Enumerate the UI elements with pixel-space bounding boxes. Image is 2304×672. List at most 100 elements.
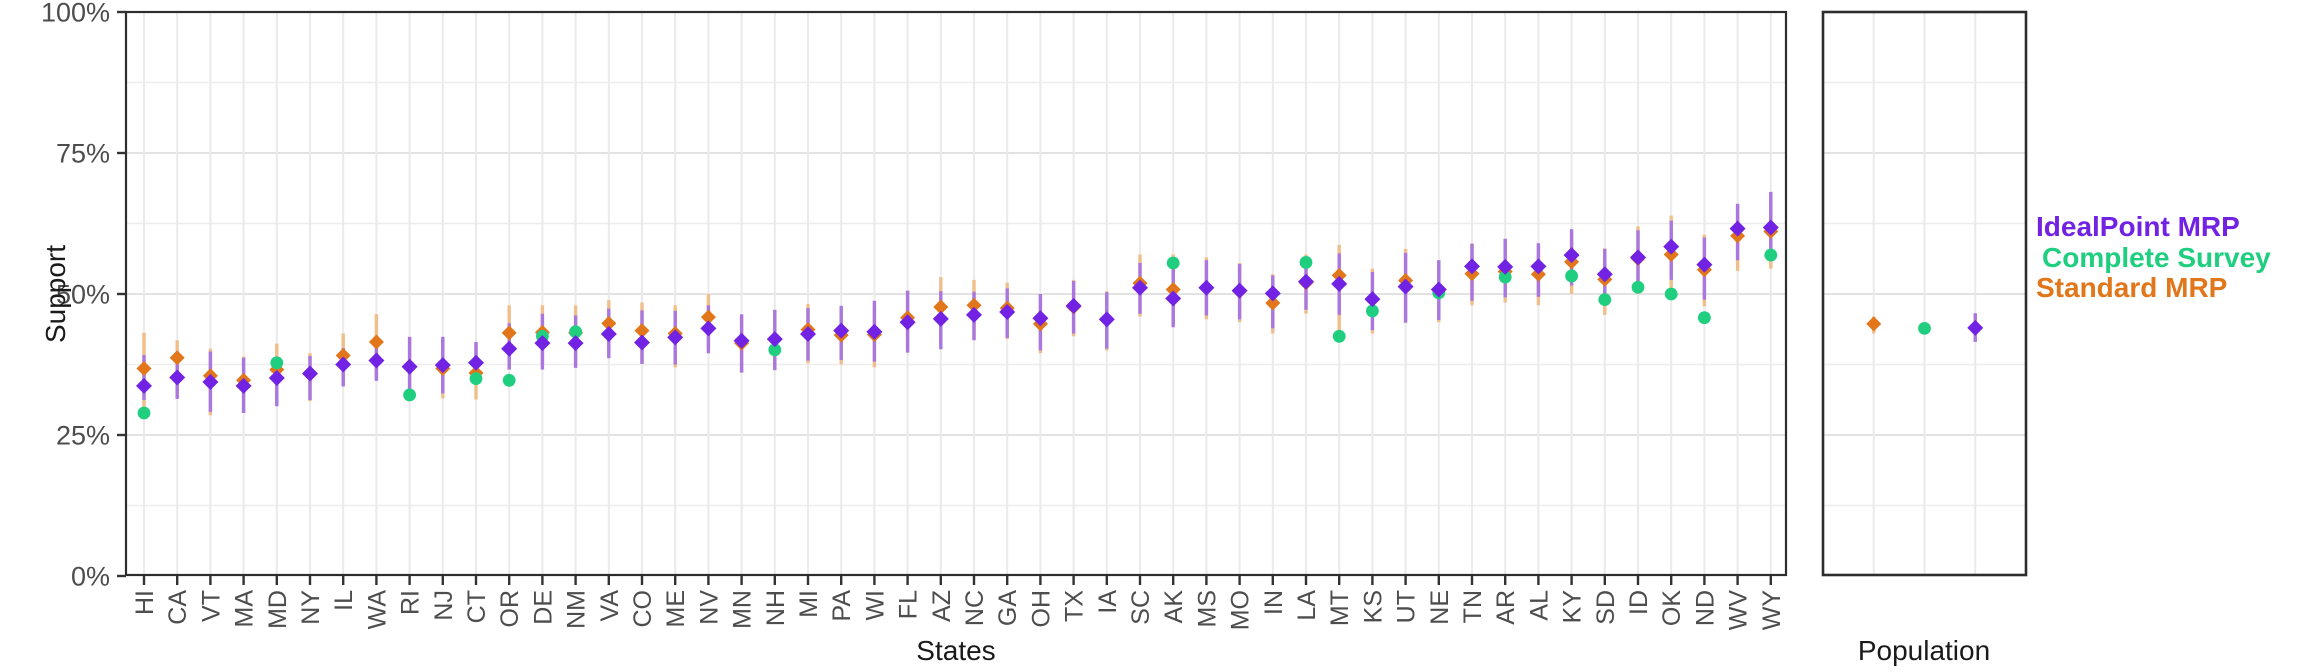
point-complete-ID — [1631, 280, 1645, 294]
x-tick-label-KS: KS — [1359, 590, 1387, 623]
x-tick-label-UT: UT — [1393, 590, 1421, 623]
population-axis-title: Population — [1857, 635, 1991, 666]
x-tick-label-IL: IL — [330, 590, 358, 611]
point-idealpoint-MA — [235, 377, 252, 394]
point-complete-population — [1918, 322, 1931, 335]
point-standard-AK — [1165, 281, 1181, 297]
point-idealpoint-MS — [1198, 279, 1215, 296]
point-idealpoint-WV — [1729, 220, 1746, 237]
point-idealpoint-OK — [1663, 238, 1680, 255]
point-idealpoint-UT — [1397, 278, 1414, 295]
point-standard-NV — [700, 309, 716, 325]
point-standard-MT — [1331, 267, 1347, 283]
point-idealpoint-NV — [700, 320, 717, 337]
point-standard-VA — [601, 315, 617, 331]
point-complete-KS — [1366, 304, 1379, 318]
x-tick-label-FL: FL — [895, 590, 923, 619]
x-tick-label-RI: RI — [397, 590, 425, 615]
point-idealpoint-LA — [1298, 273, 1314, 290]
point-idealpoint-RI — [401, 358, 418, 375]
point-standard-OR — [501, 325, 517, 341]
x-tick-label-NJ: NJ — [430, 590, 458, 621]
x-tick-label-AL: AL — [1525, 590, 1553, 621]
x-tick-label-WA: WA — [363, 590, 391, 630]
point-idealpoint-NC — [966, 306, 982, 323]
x-tick-label-CA: CA — [164, 590, 192, 625]
point-complete-SD — [1598, 293, 1612, 307]
point-idealpoint-PA — [833, 322, 850, 339]
point-complete-AR — [1498, 270, 1512, 284]
point-idealpoint-MI — [800, 326, 816, 343]
x-tick-label-CO: CO — [629, 590, 657, 628]
point-idealpoint-CT — [468, 354, 484, 371]
point-idealpoint-OR — [501, 340, 518, 357]
point-standard-CO — [634, 323, 650, 339]
y-tick-label-25: 25% — [56, 421, 110, 451]
x-tick-label-AZ: AZ — [928, 590, 956, 622]
point-idealpoint-TN — [1464, 258, 1480, 275]
point-idealpoint-WA — [368, 352, 385, 369]
point-complete-CT — [469, 372, 483, 385]
point-standard-HI — [136, 360, 152, 376]
x-tick-label-NE: NE — [1426, 590, 1454, 625]
point-standard-AZ — [933, 299, 949, 315]
point-standard-population — [1866, 316, 1882, 332]
x-tick-label-MA: MA — [231, 590, 259, 628]
point-idealpoint-ID — [1630, 249, 1646, 266]
point-idealpoint-MT — [1331, 275, 1348, 292]
x-tick-label-GA: GA — [994, 590, 1022, 626]
x-tick-label-DE: DE — [529, 590, 557, 625]
x-tick-label-MO: MO — [1227, 590, 1255, 630]
point-idealpoint-FL — [899, 314, 916, 331]
point-idealpoint-MN — [733, 332, 750, 349]
x-tick-label-NM: NM — [563, 590, 591, 629]
point-standard-WA — [368, 334, 384, 350]
x-tick-label-KY: KY — [1559, 590, 1587, 624]
x-tick-label-OH: OH — [1027, 590, 1055, 628]
x-tick-label-NV: NV — [695, 590, 723, 625]
x-tick-label-WI: WI — [861, 590, 889, 621]
point-idealpoint-DE — [534, 335, 551, 352]
legend-complete-survey: Complete Survey — [2042, 242, 2271, 273]
x-tick-label-AR: AR — [1492, 590, 1520, 625]
x-tick-label-NY: NY — [297, 590, 325, 625]
population-panel-border — [1821, 10, 2028, 577]
point-idealpoint-IA — [1098, 311, 1115, 328]
point-idealpoint-NH — [766, 331, 783, 348]
point-complete-KY — [1565, 269, 1578, 283]
x-tick-label-MI: MI — [795, 590, 823, 618]
point-complete-OK — [1664, 287, 1678, 301]
x-tick-label-OR: OR — [496, 590, 524, 628]
point-complete-RI — [403, 388, 416, 402]
point-idealpoint-WI — [866, 323, 883, 340]
point-idealpoint-NM — [567, 335, 584, 352]
point-complete-AK — [1166, 256, 1180, 270]
point-idealpoint-VA — [600, 326, 617, 343]
x-tick-label-VA: VA — [596, 590, 624, 622]
x-tick-label-IN: IN — [1260, 590, 1288, 615]
point-idealpoint-AR — [1497, 258, 1514, 275]
x-tick-label-ID: ID — [1625, 590, 1653, 615]
point-complete-LA — [1299, 256, 1313, 269]
point-idealpoint-KY — [1563, 247, 1580, 264]
point-idealpoint-NJ — [434, 357, 451, 374]
x-axis-title: States — [916, 635, 996, 666]
point-complete-NH — [768, 343, 782, 357]
x-tick-label-AK: AK — [1160, 590, 1188, 624]
point-idealpoint-KS — [1364, 291, 1381, 308]
y-axis-title: Support — [40, 244, 71, 344]
x-tick-label-OK: OK — [1658, 590, 1686, 626]
point-idealpoint-VT — [202, 373, 219, 390]
point-idealpoint-OH — [1032, 310, 1049, 327]
x-tick-label-MS: MS — [1193, 590, 1221, 628]
point-idealpoint-WY — [1762, 219, 1779, 236]
y-tick-label-0: 0% — [71, 562, 110, 592]
point-idealpoint-ME — [667, 329, 684, 346]
x-tick-label-TX: TX — [1061, 590, 1089, 622]
point-complete-NM — [569, 325, 582, 339]
x-tick-label-WV: WV — [1725, 590, 1753, 631]
point-complete-ND — [1698, 311, 1711, 325]
x-tick-label-WY: WY — [1758, 590, 1786, 631]
point-complete-MT — [1332, 329, 1346, 343]
